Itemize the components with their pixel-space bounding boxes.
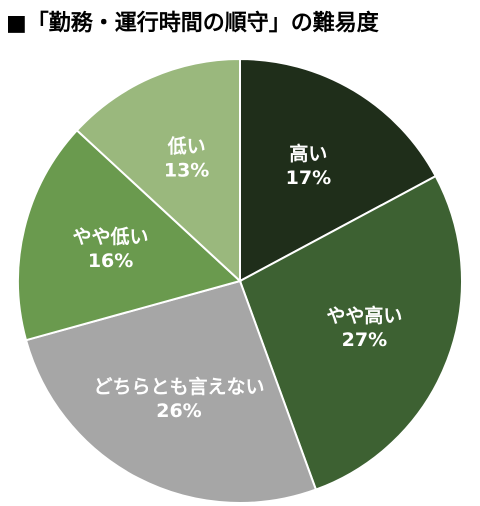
- slice-category: やや高い: [326, 304, 402, 327]
- chart-title: ■「勤務・運行時間の順守」の難易度: [6, 10, 380, 36]
- pie-slice: [75, 57, 241, 284]
- slice-value-label: 17%: [286, 167, 331, 189]
- slice-category: 低い: [167, 134, 206, 157]
- pie-slice: [24, 279, 318, 504]
- slice-value-label: 27%: [342, 329, 387, 351]
- slice-value-label: 16%: [88, 250, 133, 272]
- slice-category: やや低い: [73, 225, 149, 248]
- slice-category: どちらとも言えない: [93, 375, 264, 398]
- pie-slice: [238, 174, 463, 491]
- slice-category: 高い: [289, 142, 327, 165]
- slice-value-label: 26%: [156, 400, 201, 422]
- slice-value-label: 13%: [164, 159, 209, 181]
- pie-slice: [17, 128, 242, 342]
- pie-slice: [239, 57, 438, 283]
